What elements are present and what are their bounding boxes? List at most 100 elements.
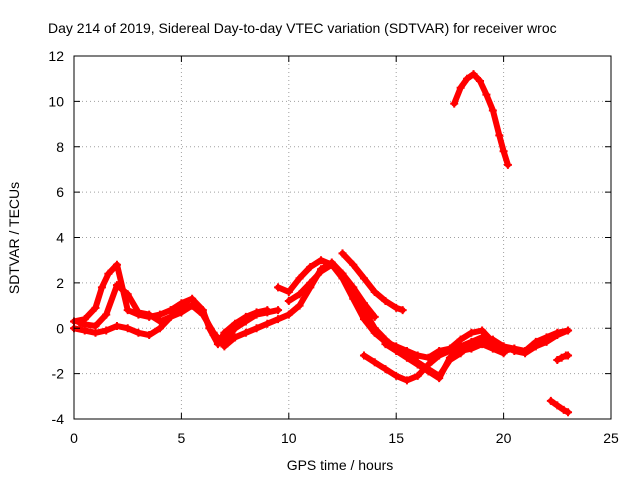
data-point: [306, 262, 315, 271]
data-point: [467, 337, 476, 346]
data-point: [359, 351, 368, 360]
data-point: [155, 324, 164, 333]
data-point: [488, 335, 497, 344]
data-point: [155, 310, 164, 319]
data-point: [482, 90, 491, 99]
data-point: [359, 274, 368, 283]
data-point: [359, 306, 368, 315]
data-point: [546, 396, 555, 405]
x-axis-label: GPS time / hours: [287, 457, 394, 473]
series-track-11: [546, 396, 573, 417]
data-point: [392, 371, 401, 380]
y-tick-label: 4: [56, 230, 64, 246]
x-tick-label: 10: [281, 430, 297, 446]
data-point: [263, 308, 272, 317]
data-point: [392, 346, 401, 355]
data-point: [252, 310, 261, 319]
data-point: [91, 328, 100, 337]
data-point: [564, 408, 573, 417]
tick-layer: 0 5 10 15 20 25 -4 -2 0 2 4 6 8 10 12: [48, 48, 619, 446]
data-point: [112, 281, 121, 290]
data-point: [424, 360, 433, 369]
data-point: [263, 319, 272, 328]
data-point: [252, 324, 261, 333]
data-point: [123, 290, 132, 299]
data-point: [306, 278, 315, 287]
data-point: [317, 256, 326, 265]
data-point: [499, 349, 508, 358]
data-point: [456, 335, 465, 344]
data-point: [91, 321, 100, 330]
data-point: [445, 353, 454, 362]
data-point: [413, 351, 422, 360]
chart-title: Day 214 of 2019, Sidereal Day-to-day VTE…: [48, 20, 557, 36]
data-point: [274, 283, 283, 292]
data-point: [274, 306, 283, 315]
data-point: [145, 310, 154, 319]
series-track-8: [381, 340, 508, 383]
x-tick-label: 15: [388, 430, 404, 446]
x-tick-label: 25: [603, 430, 619, 446]
data-point: [112, 321, 121, 330]
data-point: [445, 346, 454, 355]
data-point: [284, 287, 293, 296]
data-point: [102, 326, 111, 335]
data-point: [317, 267, 326, 276]
data-point: [123, 324, 132, 333]
y-tick-label: 2: [56, 275, 64, 291]
data-point: [521, 349, 530, 358]
data-point: [467, 344, 476, 353]
data-point: [97, 283, 106, 292]
y-axis-label: SDTVAR / TECUs: [6, 182, 22, 294]
data-point: [134, 308, 143, 317]
series-track-9: [450, 70, 512, 169]
y-tick-label: 0: [56, 320, 64, 336]
data-point: [456, 346, 465, 355]
data-point: [402, 353, 411, 362]
data-point: [370, 287, 379, 296]
data-point: [469, 70, 478, 79]
data-point: [499, 342, 508, 351]
data-point: [564, 326, 573, 335]
data-point: [488, 106, 497, 115]
data-point: [553, 401, 562, 410]
data-point: [495, 131, 504, 140]
data-point: [553, 356, 562, 365]
data-point: [503, 160, 512, 169]
series-track-7: [359, 326, 573, 385]
data-point: [76, 319, 85, 328]
y-tick-label: 6: [56, 184, 64, 200]
data-point: [220, 328, 229, 337]
data-point: [510, 346, 519, 355]
series-track-10: [553, 351, 573, 365]
data-point: [381, 297, 390, 306]
data-point: [177, 299, 186, 308]
data-point: [188, 301, 197, 310]
data-point: [112, 260, 121, 269]
data-point: [198, 308, 207, 317]
series-track-3: [76, 281, 283, 346]
data-point: [488, 344, 497, 353]
data-point: [123, 306, 132, 315]
data-point: [274, 315, 283, 324]
data-point: [553, 331, 562, 340]
data-point: [188, 294, 197, 303]
data-point: [209, 331, 218, 340]
data-point: [456, 83, 465, 92]
data-point: [104, 269, 113, 278]
y-tick-label: 12: [48, 48, 64, 64]
series-trace: [451, 71, 511, 168]
data-point: [424, 367, 433, 376]
series-track-6: [338, 249, 407, 315]
data-point: [102, 310, 111, 319]
data-point: [231, 333, 240, 342]
data-point: [370, 324, 379, 333]
data-point: [499, 147, 508, 156]
data-point: [241, 317, 250, 326]
y-tick-label: -2: [52, 366, 65, 382]
data-layer: [70, 70, 573, 417]
data-point: [463, 74, 472, 83]
data-point: [80, 326, 89, 335]
data-point: [370, 312, 379, 321]
